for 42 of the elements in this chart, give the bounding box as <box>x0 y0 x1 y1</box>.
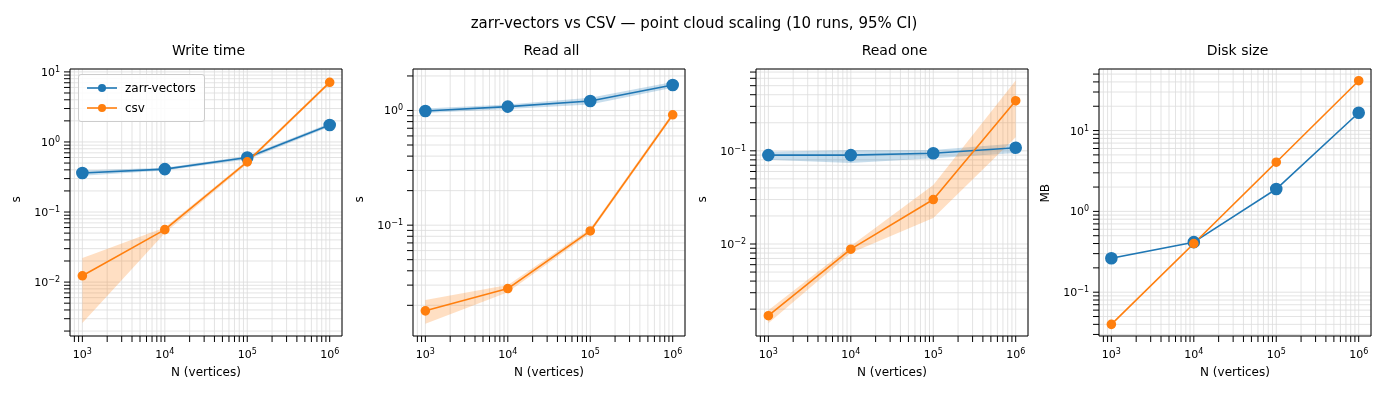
x-tick-label: 10$^{6}$ <box>663 346 683 361</box>
y-axis-title: s <box>695 196 710 203</box>
x-tick-label: 10$^{3}$ <box>1101 346 1121 361</box>
x-tick-label: 10$^{3}$ <box>758 346 778 361</box>
text: zarr-vectors vs CSV — point cloud scaling (10 runs, 95% CI) <box>470 14 918 32</box>
y-tick-label: 10$^{−2}$ <box>720 236 746 252</box>
legend-label: zarr-vectors <box>125 81 196 95</box>
x-tick-label: 10$^{6}$ <box>1349 346 1369 361</box>
x-tick-label: 10$^{4}$ <box>1184 346 1204 361</box>
x-tick-label: 10$^{4}$ <box>498 346 518 361</box>
x-axis-title: N (vertices) <box>857 365 927 379</box>
y-tick-label: 10$^{0}$ <box>1069 203 1089 219</box>
x-tick-label: 10$^{6}$ <box>320 346 340 361</box>
x-axis-title: N (vertices) <box>171 365 241 379</box>
legend-label: csv <box>125 101 145 115</box>
y-tick-label: 10$^{1}$ <box>40 64 60 79</box>
y-tick-label: 10$^{−2}$ <box>34 274 60 290</box>
x-tick-label: 10$^{3}$ <box>72 346 92 361</box>
x-tick-label: 10$^{6}$ <box>1006 346 1026 361</box>
y-tick-label: 10$^{−1}$ <box>34 204 60 220</box>
y-tick-label: 10$^{−1}$ <box>1063 284 1089 300</box>
x-axis-title: N (vertices) <box>514 365 584 379</box>
x-tick-label: 10$^{5}$ <box>580 346 600 361</box>
x-axis-title: N (vertices) <box>1200 365 1270 379</box>
y-axis-title: s <box>9 196 24 203</box>
x-tick-label: 10$^{4}$ <box>841 346 861 361</box>
y-tick-label: 10$^{−1}$ <box>720 143 746 158</box>
x-tick-label: 10$^{4}$ <box>155 346 175 361</box>
y-axis-title: s <box>352 196 367 203</box>
y-tick-label: 10$^{0}$ <box>383 102 403 118</box>
x-tick-label: 10$^{5}$ <box>1266 346 1286 361</box>
chart-title: Read one <box>860 42 929 60</box>
y-tick-label: 10$^{1}$ <box>1069 123 1089 138</box>
x-tick-label: 10$^{5}$ <box>923 346 943 361</box>
chart-title: Read all <box>522 42 581 60</box>
y-tick-label: 10$^{−1}$ <box>377 217 403 233</box>
y-tick-label: 10$^{0}$ <box>40 134 60 149</box>
x-tick-label: 10$^{3}$ <box>415 346 435 361</box>
y-axis-title: MB <box>1038 183 1053 203</box>
chart-title: Write time <box>170 42 246 60</box>
x-tick-label: 10$^{5}$ <box>237 346 257 361</box>
chart-title: Disk size <box>1205 42 1270 60</box>
